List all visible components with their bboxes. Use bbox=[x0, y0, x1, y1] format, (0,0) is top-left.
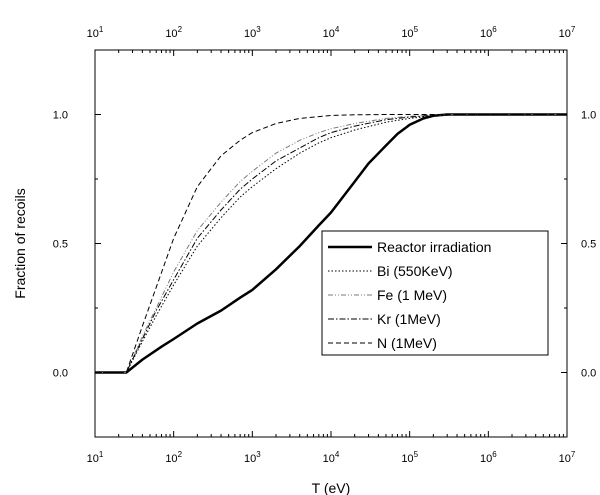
tick-base: 10 bbox=[87, 28, 99, 40]
y-tick-label-right: 0.0 bbox=[581, 368, 596, 380]
x-tick-label-top: 106 bbox=[480, 25, 497, 40]
x-tick-label-top: 103 bbox=[244, 25, 261, 40]
x-tick-label-top: 107 bbox=[559, 25, 576, 40]
tick-exponent: 4 bbox=[335, 450, 340, 459]
tick-exponent: 1 bbox=[99, 25, 104, 34]
x-tick-label: 103 bbox=[244, 450, 261, 465]
tick-base: 10 bbox=[165, 28, 177, 40]
tick-exponent: 4 bbox=[335, 25, 340, 34]
legend-label: N (1MeV) bbox=[377, 335, 437, 351]
tick-exponent: 6 bbox=[492, 25, 497, 34]
y-tick-label: 0.5 bbox=[53, 239, 68, 251]
tick-exponent: 2 bbox=[178, 25, 183, 34]
tick-base: 10 bbox=[401, 453, 413, 465]
legend-label: Reactor irradiation bbox=[377, 239, 491, 255]
tick-base: 10 bbox=[559, 453, 571, 465]
tick-base: 10 bbox=[323, 28, 335, 40]
legend-label: Kr (1MeV) bbox=[377, 311, 441, 327]
tick-exponent: 3 bbox=[256, 450, 261, 459]
tick-labels: 1011011021021031031041041051051061061071… bbox=[53, 25, 597, 465]
tick-exponent: 1 bbox=[99, 450, 104, 459]
x-tick-label: 104 bbox=[323, 450, 340, 465]
tick-base: 10 bbox=[244, 453, 256, 465]
tick-base: 10 bbox=[165, 453, 177, 465]
tick-exponent: 7 bbox=[571, 450, 576, 459]
tick-base: 10 bbox=[323, 453, 335, 465]
x-tick-label: 102 bbox=[165, 450, 182, 465]
tick-base: 10 bbox=[480, 28, 492, 40]
tick-exponent: 2 bbox=[178, 450, 183, 459]
y-axis-label: Fraction of recoils bbox=[12, 188, 28, 298]
tick-exponent: 5 bbox=[414, 25, 419, 34]
x-tick-label-top: 102 bbox=[165, 25, 182, 40]
tick-base: 10 bbox=[244, 28, 256, 40]
series-line-3 bbox=[95, 114, 567, 373]
legend: Reactor irradiation Bi (550KeV) Fe (1 MeV)… bbox=[321, 230, 549, 356]
legend-box bbox=[321, 230, 549, 356]
series-lines bbox=[95, 113, 567, 374]
legend-label: Bi (550KeV) bbox=[377, 263, 452, 279]
plot-frame bbox=[94, 49, 568, 438]
tick-exponent: 7 bbox=[571, 25, 576, 34]
x-tick-label: 106 bbox=[480, 450, 497, 465]
x-tick-label-top: 105 bbox=[401, 25, 418, 40]
x-tick-label-top: 104 bbox=[323, 25, 340, 40]
tick-base: 10 bbox=[480, 453, 492, 465]
x-tick-label-top: 101 bbox=[87, 25, 104, 40]
tick-base: 10 bbox=[401, 28, 413, 40]
legend-label: Fe (1 MeV) bbox=[377, 287, 447, 303]
series-line-4 bbox=[95, 114, 567, 373]
x-axis-label: T (eV) bbox=[312, 480, 351, 495]
tick-base: 10 bbox=[559, 28, 571, 40]
x-tick-label: 107 bbox=[559, 450, 576, 465]
y-tick-label: 0.0 bbox=[53, 368, 68, 380]
tick-exponent: 3 bbox=[256, 25, 261, 34]
series-line-1 bbox=[95, 114, 567, 373]
x-tick-label: 105 bbox=[401, 450, 418, 465]
y-tick-label-right: 0.5 bbox=[581, 239, 596, 251]
tick-exponent: 5 bbox=[414, 450, 419, 459]
tick-exponent: 6 bbox=[492, 450, 497, 459]
y-tick-label-right: 1.0 bbox=[581, 110, 596, 122]
y-tick-label: 1.0 bbox=[53, 110, 68, 122]
series-line-2 bbox=[95, 114, 567, 373]
tick-base: 10 bbox=[87, 453, 99, 465]
series-line-0 bbox=[95, 113, 567, 374]
x-tick-label: 101 bbox=[87, 450, 104, 465]
